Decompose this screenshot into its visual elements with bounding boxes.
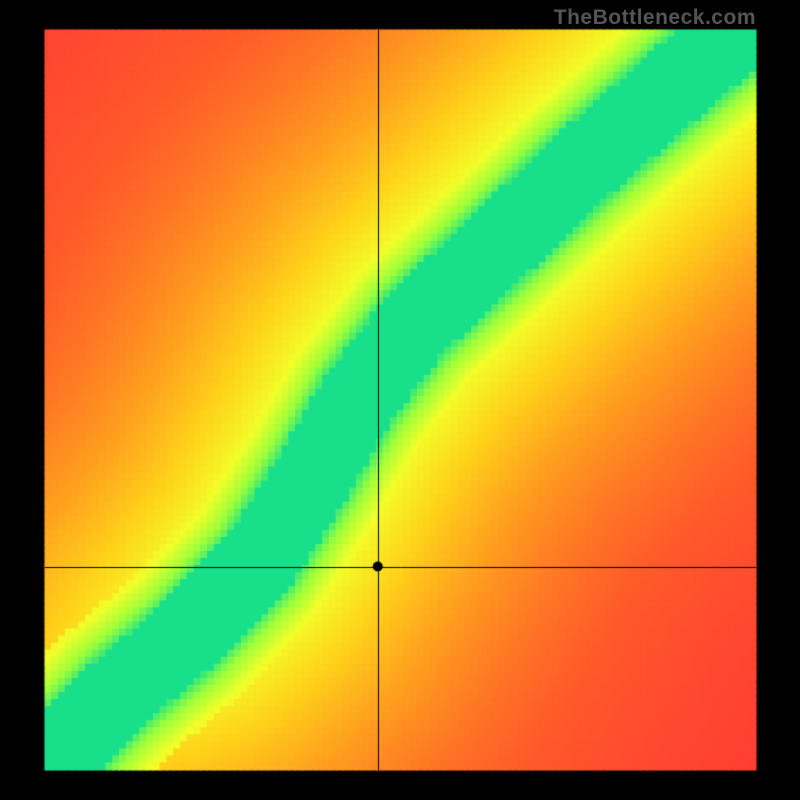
bottleneck-heatmap xyxy=(0,0,800,800)
watermark-text: TheBottleneck.com xyxy=(554,6,756,30)
